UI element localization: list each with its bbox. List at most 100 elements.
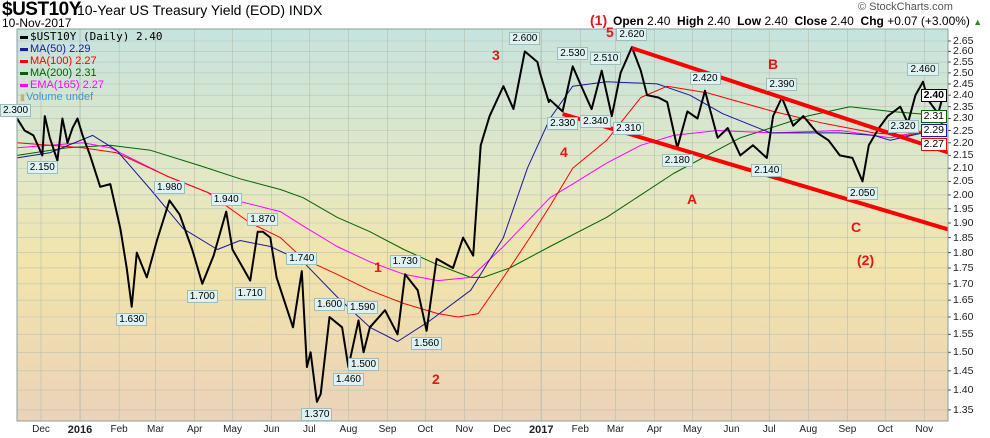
value-callout: 2.310 — [613, 122, 645, 136]
x-tick-label: Jul — [762, 424, 776, 435]
value-callout: 2.320 — [887, 119, 919, 133]
legend-item-price: $UST10Y (Daily) 2.40 — [20, 31, 162, 43]
last-value-badge: 2.29 — [920, 123, 947, 137]
y-tick-label: 1.70 — [953, 277, 974, 290]
legend-item-ma100: MA(100) 2.27 — [20, 55, 162, 67]
x-tick-label: Oct — [877, 424, 893, 435]
wave-label: 1 — [374, 259, 382, 275]
y-tick-label: 2.40 — [953, 89, 974, 102]
value-callout: 2.150 — [26, 161, 58, 175]
y-tick-label: 1.65 — [953, 294, 974, 307]
open-label: Open — [613, 14, 644, 28]
value-callout: 1.700 — [186, 289, 218, 303]
value-callout: 1.460 — [332, 373, 364, 387]
security-name: 10-Year US Treasury Yield (EOD) INDX — [77, 2, 323, 18]
y-axis-ticks — [948, 40, 951, 411]
y-tick-label: 1.75 — [953, 261, 974, 274]
x-tick-label: Dec — [32, 424, 50, 435]
wave-label: 5 — [606, 24, 614, 40]
legend-item-ema165: EMA(165) 2.27 — [20, 79, 162, 91]
wave-label: 4 — [560, 144, 568, 160]
legend-item-ma200: MA(200) 2.31 — [20, 67, 162, 79]
y-tick-label: 2.05 — [953, 175, 974, 188]
change-label: Chg — [860, 14, 884, 28]
value-callout: 2.390 — [766, 78, 798, 92]
wave-label: (2) — [857, 252, 875, 268]
x-tick-label: Jul — [302, 424, 316, 435]
value-callout: 2.530 — [557, 47, 589, 61]
legend-swatch — [20, 83, 28, 87]
wave-label: A — [687, 191, 698, 207]
value-callout: 2.140 — [751, 163, 783, 177]
y-tick-label: 2.30 — [953, 112, 974, 125]
x-tick-label: Mar — [147, 424, 165, 435]
y-tick-label: 2.15 — [953, 149, 974, 162]
x-tick-label: Jun — [263, 424, 280, 435]
x-tick-label: Mar — [606, 424, 625, 435]
x-tick-label: Aug — [339, 424, 358, 435]
legend-label: $UST10Y (Daily) 2.40 — [30, 30, 163, 43]
x-tick-label: 2016 — [67, 424, 93, 436]
value-callout: 2.340 — [580, 115, 612, 129]
y-tick-label: 2.10 — [953, 162, 974, 175]
y-tick-label: 1.35 — [953, 403, 974, 416]
series-line-ma-200 — [17, 106, 947, 278]
value-callout: 2.420 — [689, 71, 721, 85]
upper-trendline — [631, 46, 948, 155]
x-tick-label: Feb — [571, 424, 589, 435]
value-callout: 1.590 — [347, 301, 379, 315]
y-tick-label: 1.50 — [953, 346, 974, 359]
open-value: 2.40 — [647, 14, 671, 28]
x-tick-label: Sep — [378, 424, 397, 435]
value-callout: 1.740 — [286, 252, 318, 266]
y-tick-label: 1.40 — [953, 384, 974, 397]
legend-label: MA(200) 2.31 — [30, 67, 97, 79]
x-tick-label: Jun — [723, 424, 740, 435]
value-callout: 1.730 — [389, 255, 421, 269]
last-value-badge: 2.31 — [920, 109, 947, 123]
low-label: Low — [737, 14, 762, 28]
value-callout: 2.050 — [847, 187, 879, 201]
left-start-value-label: 2.300 — [0, 104, 32, 117]
legend-swatch — [20, 71, 28, 75]
y-tick-label: 2.25 — [953, 124, 974, 137]
y-tick-label: 1.90 — [953, 216, 974, 229]
legend-item-ma50: MA(50) 2.29 — [20, 43, 162, 55]
y-tick-label: 2.20 — [953, 136, 974, 149]
value-callout: 1.600 — [314, 297, 346, 311]
y-tick-label: 1.55 — [953, 328, 974, 341]
value-callout: 1.870 — [247, 212, 279, 226]
high-value: 2.40 — [707, 14, 731, 28]
y-tick-label: 2.35 — [953, 100, 974, 113]
y-tick-label: 2.55 — [953, 56, 974, 69]
value-callout: 1.560 — [411, 336, 443, 350]
last-value-badge: 2.27 — [920, 137, 947, 151]
y-tick-label: 2.50 — [953, 66, 974, 79]
value-callout: 2.620 — [616, 28, 648, 42]
wave-label: B — [768, 56, 779, 72]
x-tick-label: May — [682, 424, 702, 435]
close-value: 2.40 — [830, 14, 854, 28]
y-tick-label: 2.45 — [953, 77, 974, 90]
value-callout: 2.600 — [509, 32, 541, 46]
chart-date: 10-Nov-2017 — [2, 16, 72, 30]
ohlc-readout: Open 2.40 High 2.40 Low 2.40 Close 2.40 … — [613, 15, 982, 29]
high-label: High — [677, 14, 704, 28]
last-value-badge: 2.40 — [920, 88, 947, 102]
wave-label: (1) — [590, 12, 608, 28]
value-callout: 1.630 — [116, 312, 148, 326]
x-tick-label: Aug — [799, 424, 818, 435]
value-callout: 2.510 — [590, 51, 622, 65]
plot-area — [17, 29, 948, 421]
change-value: +0.07 (+3.00%) — [887, 14, 970, 28]
y-tick-label: 1.80 — [953, 246, 974, 259]
up-triangle-icon: ▲ — [973, 17, 983, 27]
x-tick-label: Nov — [915, 424, 934, 435]
value-callout: 1.980 — [154, 181, 186, 195]
x-tick-label: 2017 — [528, 424, 554, 436]
low-value: 2.40 — [764, 14, 788, 28]
x-tick-label: Apr — [646, 424, 663, 435]
x-tick-label: Oct — [417, 424, 434, 435]
plot-border — [16, 28, 949, 422]
